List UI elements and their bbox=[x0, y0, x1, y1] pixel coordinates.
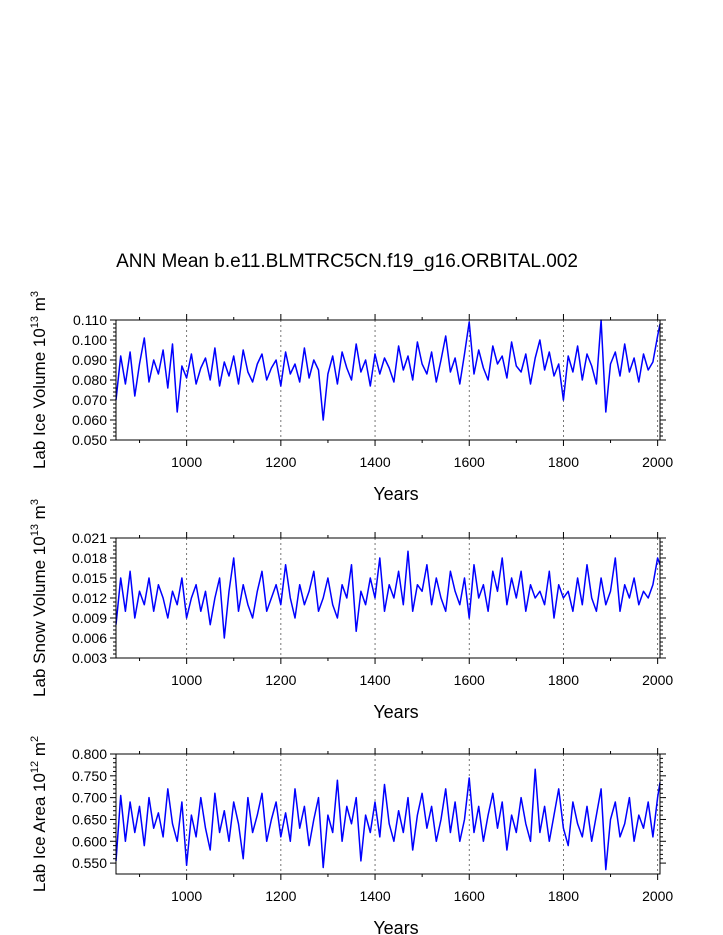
x-tick-label: 1600 bbox=[454, 454, 485, 470]
y-label-unit: m bbox=[30, 297, 49, 316]
y-label-unit-exponent: 3 bbox=[29, 499, 41, 505]
chart-ice-area: 1000 1200 1400 1600 1800 2000 0.550 0.600 0.650 0… bbox=[29, 736, 673, 935]
x-tick-label: 1800 bbox=[548, 454, 579, 470]
y-tick-label: 0.003 bbox=[72, 650, 107, 666]
x-tick-label: 1800 bbox=[548, 672, 579, 688]
x-tick-label: 1600 bbox=[454, 888, 485, 904]
y-tick-label: 0.700 bbox=[72, 790, 107, 806]
x-axis-label: Years bbox=[373, 484, 418, 504]
y-tick-label: 0.021 bbox=[72, 530, 107, 546]
y-label-text: Lab Ice Volume 10 bbox=[30, 328, 49, 469]
x-tick-label: 1000 bbox=[171, 454, 202, 470]
x-tick-label: 2000 bbox=[642, 672, 673, 688]
y-label-exponent: 13 bbox=[29, 524, 41, 536]
y-label-unit-exponent: 3 bbox=[29, 291, 41, 297]
y-label-exponent: 13 bbox=[29, 316, 41, 328]
y-label-unit: m bbox=[30, 742, 49, 761]
x-tick-label: 1200 bbox=[265, 672, 296, 688]
plot-frame bbox=[115, 537, 661, 659]
chart-ice-volume: 1000 1200 1400 1600 1800 2000 0.050 0.060 0.070 0… bbox=[29, 291, 673, 504]
y-tick-label: 0.100 bbox=[72, 332, 107, 348]
x-tick-label: 1000 bbox=[171, 888, 202, 904]
y-tick-label: 0.006 bbox=[72, 630, 107, 646]
x-axis-label: Years bbox=[373, 918, 418, 935]
x-tick-label: 1600 bbox=[454, 672, 485, 688]
x-tick-label: 1800 bbox=[548, 888, 579, 904]
chart-panels: 1000 1200 1400 1600 1800 2000 0.050 0.060 0.070 0… bbox=[29, 291, 673, 935]
y-label-text: Lab Ice Area 10 bbox=[30, 773, 49, 892]
y-tick-label: 0.018 bbox=[72, 550, 107, 566]
x-tick-label: 1000 bbox=[171, 672, 202, 688]
y-tick-label: 0.012 bbox=[72, 590, 107, 606]
y-tick-label: 0.050 bbox=[72, 432, 107, 448]
y-tick-label: 0.080 bbox=[72, 372, 107, 388]
y-tick-label: 0.070 bbox=[72, 392, 107, 408]
y-tick-label: 0.800 bbox=[72, 746, 107, 762]
x-tick-label: 1400 bbox=[359, 888, 390, 904]
figure-title: ANN Mean b.e11.BLMTRC5CN.f19_g16.ORBITAL… bbox=[116, 251, 578, 272]
x-tick-label: 1200 bbox=[265, 888, 296, 904]
y-label-exponent: 12 bbox=[29, 761, 41, 773]
y-tick-label: 0.009 bbox=[72, 610, 107, 626]
y-tick-label: 0.060 bbox=[72, 412, 107, 428]
series-line bbox=[115, 768, 661, 871]
y-axis-label: Lab Ice Volume 1013 m3 bbox=[29, 291, 49, 469]
x-tick-label: 1200 bbox=[265, 454, 296, 470]
y-label-text: Lab Snow Volume 10 bbox=[30, 536, 49, 697]
y-tick-label: 0.750 bbox=[72, 768, 107, 784]
y-label-unit-exponent: 2 bbox=[29, 736, 41, 742]
series-line bbox=[115, 550, 661, 639]
y-tick-label: 0.650 bbox=[72, 811, 107, 827]
x-tick-label: 1400 bbox=[359, 672, 390, 688]
y-tick-label: 0.110 bbox=[73, 312, 107, 328]
x-tick-label: 2000 bbox=[642, 888, 673, 904]
y-tick-label: 0.015 bbox=[72, 570, 107, 586]
series-line bbox=[115, 319, 661, 421]
y-tick-label: 0.090 bbox=[72, 352, 107, 368]
y-tick-label: 0.550 bbox=[72, 855, 107, 871]
y-axis-label: Lab Ice Area 1012 m2 bbox=[29, 736, 49, 892]
chart-snow-volume: 1000 1200 1400 1600 1800 2000 0.003 0.006 0.009 0… bbox=[29, 499, 673, 722]
x-tick-label: 2000 bbox=[642, 454, 673, 470]
y-axis-label: Lab Snow Volume 1013 m3 bbox=[29, 499, 49, 697]
plot-frame bbox=[115, 753, 661, 875]
x-tick-label: 1400 bbox=[359, 454, 390, 470]
y-label-unit: m bbox=[30, 505, 49, 524]
x-axis-label: Years bbox=[373, 702, 418, 722]
y-tick-label: 0.600 bbox=[72, 833, 107, 849]
